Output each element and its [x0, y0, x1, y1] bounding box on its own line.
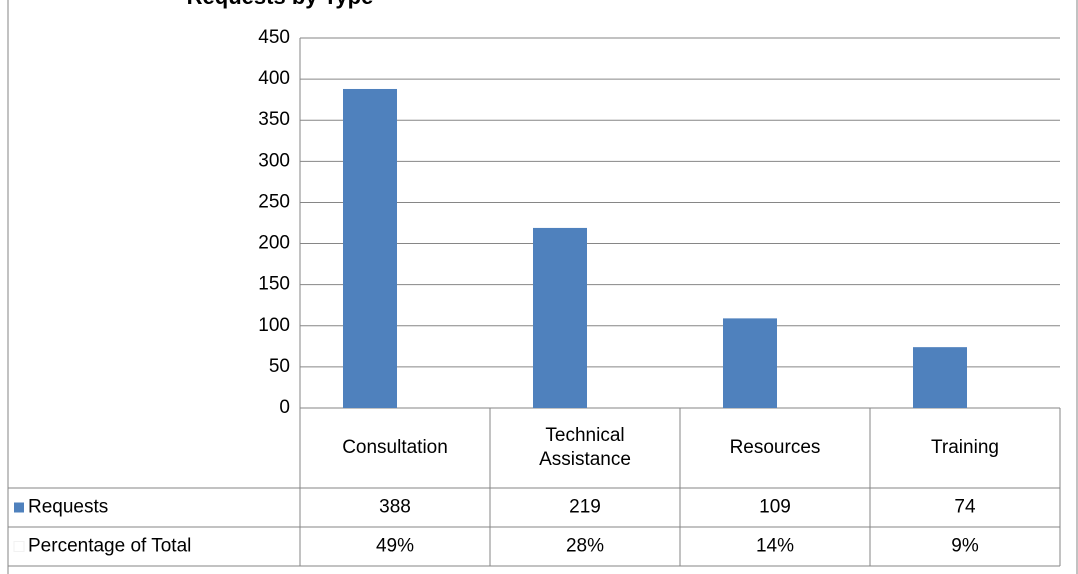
bar — [723, 318, 777, 408]
chart-title: Requests by Type — [187, 0, 374, 9]
table-cell: 388 — [379, 497, 411, 518]
table-cell: 9% — [951, 536, 979, 557]
x-tick-label: Consultation — [342, 437, 448, 458]
table-cell: 109 — [759, 497, 791, 518]
y-tick-label: 50 — [269, 356, 290, 377]
table-cell: 28% — [566, 536, 604, 557]
x-tick-label: Training — [931, 437, 999, 458]
y-tick-label: 450 — [258, 27, 290, 48]
bar — [533, 227, 587, 408]
x-tick-label: Resources — [729, 437, 821, 458]
y-tick-label: 0 — [279, 397, 290, 418]
table-cell: 219 — [569, 497, 601, 518]
bar — [343, 88, 397, 408]
legend-swatch — [14, 502, 24, 513]
legend-label: Requests — [28, 497, 108, 518]
legend-swatch — [13, 541, 25, 552]
y-tick-label: 100 — [258, 315, 290, 336]
table-cell: 74 — [954, 497, 976, 518]
table-cell: 49% — [376, 536, 414, 557]
x-tick-label: Technical Assistance — [539, 425, 631, 470]
legend-label: Percentage of Total — [28, 536, 191, 557]
y-tick-label: 350 — [258, 109, 290, 130]
y-tick-label: 400 — [258, 68, 290, 89]
table-cell: 14% — [756, 536, 794, 557]
y-tick-label: 250 — [258, 191, 290, 212]
y-tick-label: 150 — [258, 274, 290, 295]
bar — [913, 347, 967, 408]
y-tick-label: 300 — [258, 150, 290, 171]
y-tick-label: 200 — [258, 233, 290, 254]
